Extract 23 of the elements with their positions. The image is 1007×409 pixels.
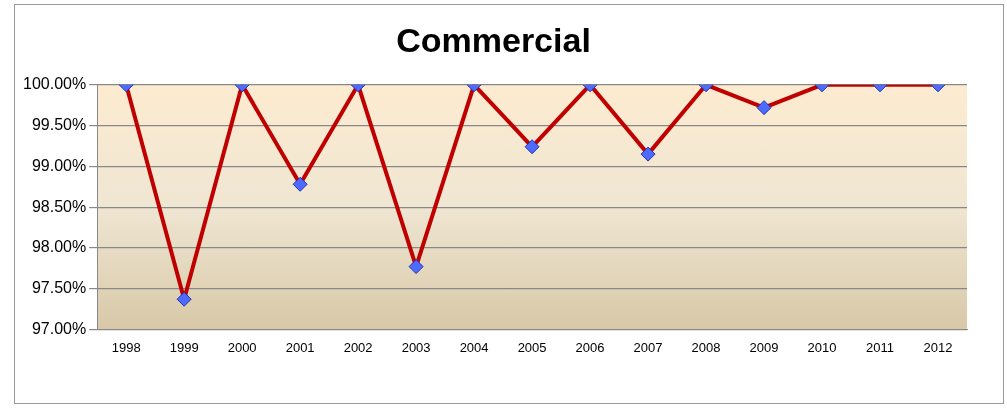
x-tick-label: 2011 (866, 339, 894, 355)
y-tick-label: 98.50% (31, 197, 87, 215)
x-tick-label: 2005 (517, 339, 547, 355)
x-tick-label: 2008 (691, 339, 721, 355)
x-tick-label: 2000 (227, 339, 257, 355)
chart-title: Commercial (396, 20, 591, 59)
x-tick-label: 2007 (633, 339, 663, 355)
y-tick-label: 99.00% (31, 156, 87, 174)
x-tick-label: 2003 (401, 339, 431, 355)
x-tick-label: 2004 (459, 339, 489, 355)
x-tick-label: 2006 (575, 339, 605, 355)
y-tick-label: 99.50% (31, 115, 87, 133)
y-tick-label: 97.00% (31, 319, 87, 337)
x-tick-label: 2002 (343, 339, 373, 355)
x-tick-label: 1998 (111, 339, 141, 355)
x-tick-label: 2010 (807, 339, 837, 355)
x-tick-label: 2001 (285, 339, 315, 355)
y-tick-label: 97.50% (31, 279, 87, 297)
y-tick-label: 98.00% (31, 238, 87, 256)
x-tick-label: 2009 (749, 339, 779, 355)
x-tick-label: 2012 (923, 339, 953, 355)
x-tick-label: 1999 (169, 339, 199, 355)
y-tick-label: 100.00% (22, 75, 87, 93)
